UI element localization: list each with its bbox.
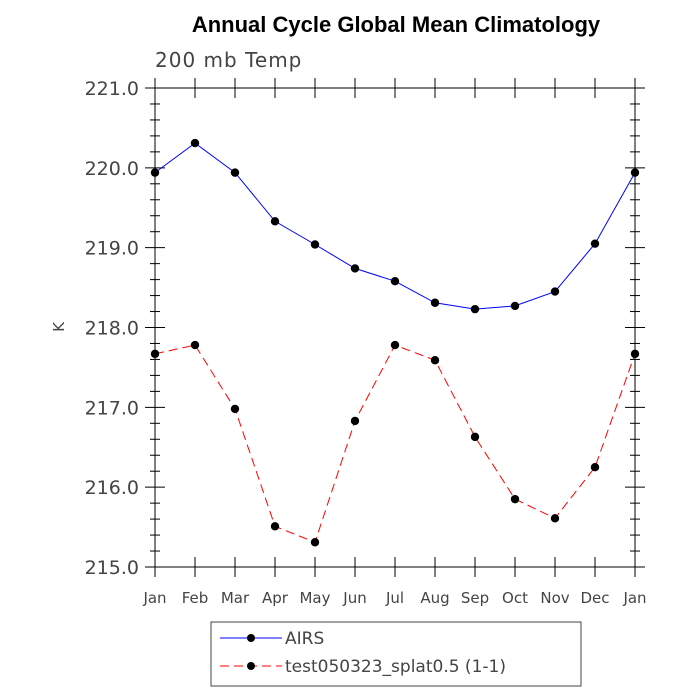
x-tick-label: Dec xyxy=(580,589,609,607)
data-point xyxy=(590,463,600,472)
chart-title: Annual Cycle Global Mean Climatology xyxy=(192,12,601,37)
y-tick-label: 216.0 xyxy=(85,477,139,499)
data-point xyxy=(470,304,480,314)
x-tick-label: Jun xyxy=(342,589,366,607)
data-point xyxy=(350,264,360,273)
y-tick-label: 218.0 xyxy=(85,318,139,340)
data-point xyxy=(190,138,200,148)
data-point xyxy=(430,298,440,307)
x-tick-label: Jul xyxy=(385,589,404,607)
x-tick-label: Jan xyxy=(622,589,646,607)
data-point xyxy=(150,349,160,359)
series-line-1 xyxy=(154,344,636,543)
series-layer xyxy=(150,138,640,547)
data-point xyxy=(510,301,520,311)
x-tick-label: Nov xyxy=(540,589,569,607)
legend: AIRS test050323_splat0.5 (1-1) xyxy=(210,621,582,687)
data-point xyxy=(350,416,360,426)
y-tick-label: 221.0 xyxy=(85,78,139,100)
series-0 xyxy=(150,138,640,314)
data-point xyxy=(230,404,240,414)
x-tick-label: May xyxy=(299,589,330,607)
y-tick-label: 217.0 xyxy=(85,397,139,419)
x-tick-label: Mar xyxy=(221,589,250,607)
legend-label-airs: AIRS xyxy=(285,629,324,649)
data-point xyxy=(310,240,320,249)
x-tick-label: Apr xyxy=(262,589,289,607)
x-tick-label: Oct xyxy=(502,589,528,607)
legend-marker-airs xyxy=(247,634,255,642)
x-tick-label: Jan xyxy=(142,589,166,607)
axis-ticks: 215.0 216.0 217.0 218.0 219.0 220.0 221.0 Jan Fe… xyxy=(85,78,647,607)
legend-label-test: test050323_splat0.5 (1-1) xyxy=(285,657,506,677)
x-tick-label: Aug xyxy=(420,589,449,607)
legend-box xyxy=(210,621,582,687)
legend-marker-test xyxy=(247,662,255,670)
plot-frame xyxy=(154,87,636,568)
data-point xyxy=(510,494,520,504)
data-point xyxy=(270,217,280,226)
data-point xyxy=(190,340,200,350)
data-point xyxy=(430,356,440,365)
chart-subtitle: 200 mb Temp xyxy=(155,48,302,72)
x-tick-label: Feb xyxy=(182,589,209,607)
data-point xyxy=(550,514,560,523)
data-point xyxy=(390,276,400,286)
data-point xyxy=(390,340,400,350)
data-point xyxy=(310,538,320,547)
y-tick-label: 215.0 xyxy=(85,557,139,579)
data-point xyxy=(150,168,160,177)
data-point xyxy=(270,522,280,531)
data-point xyxy=(630,168,640,177)
x-tick-label: Sep xyxy=(461,589,489,607)
data-point xyxy=(590,239,600,248)
y-tick-label: 220.0 xyxy=(85,158,139,180)
data-point xyxy=(470,432,480,442)
data-point xyxy=(550,287,560,296)
data-point xyxy=(630,349,640,359)
data-point xyxy=(230,168,240,177)
y-tick-label: 219.0 xyxy=(85,238,139,260)
series-1 xyxy=(150,340,640,547)
y-axis-label: K xyxy=(50,321,68,332)
